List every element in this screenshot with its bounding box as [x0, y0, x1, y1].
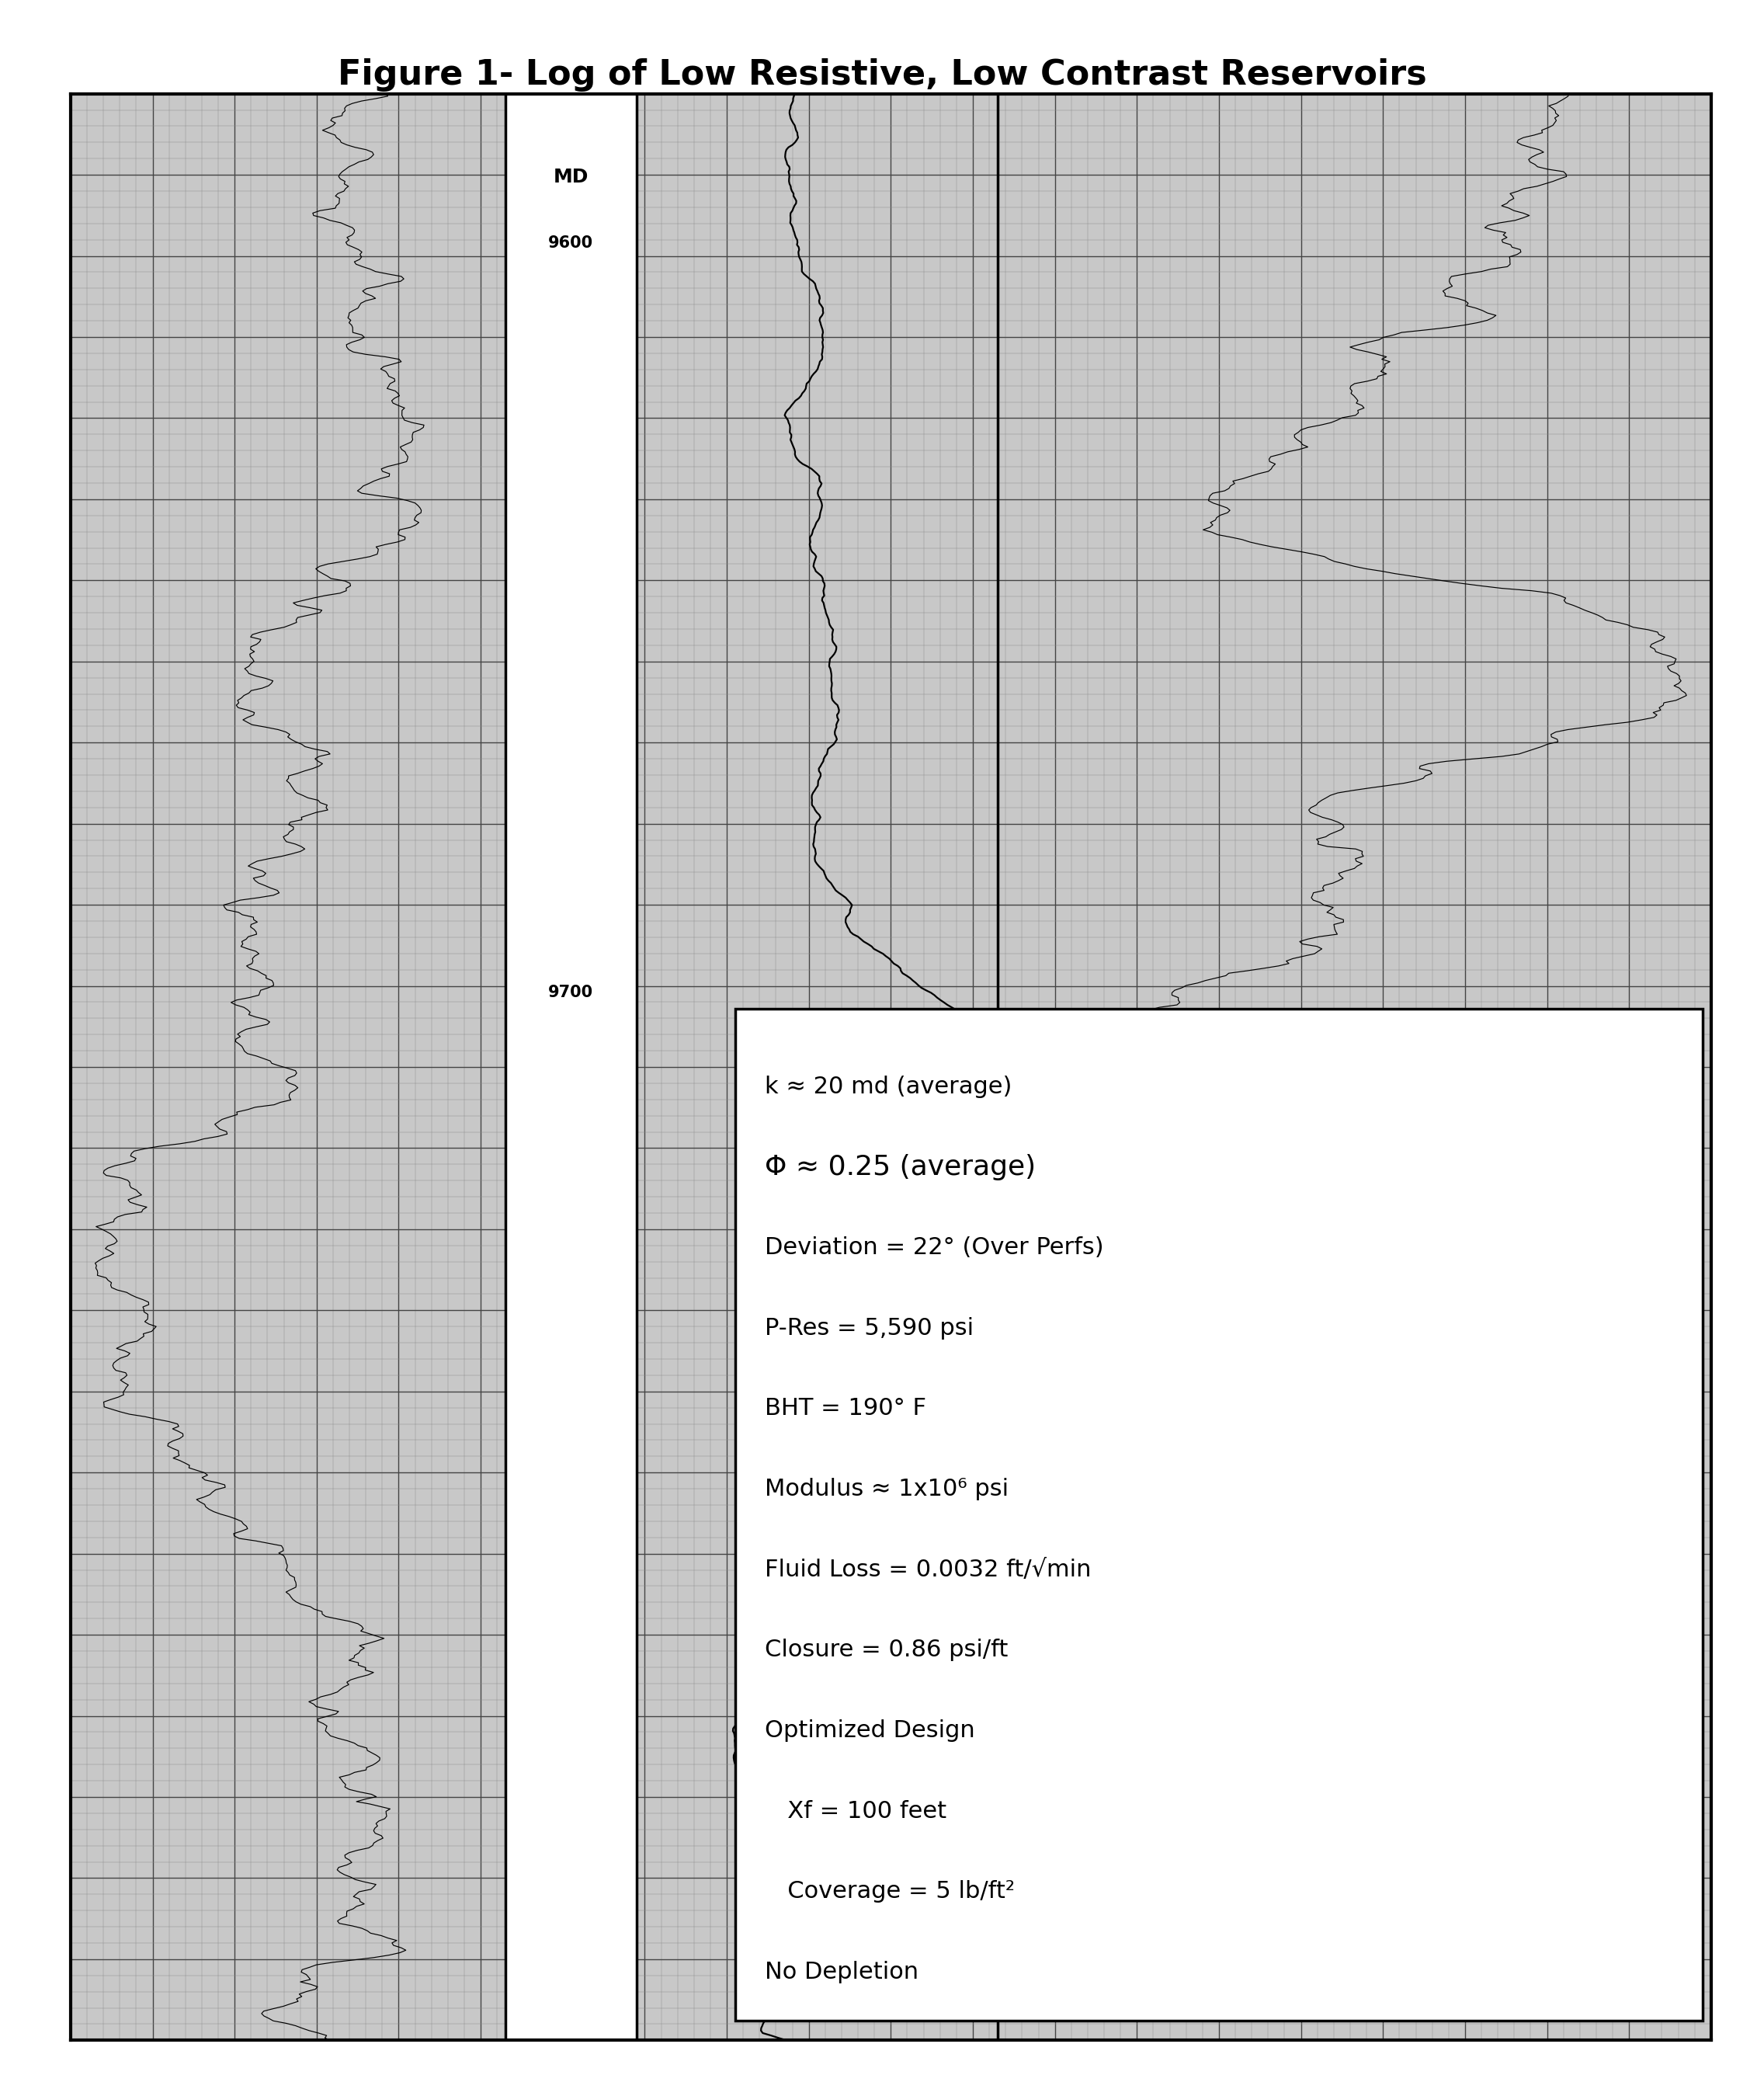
Text: 9700: 9700: [549, 985, 593, 999]
Text: Fluid Loss = 0.0032 ft/√min: Fluid Loss = 0.0032 ft/√min: [764, 1557, 1090, 1580]
Text: Modulus ≈ 1x10⁶ psi: Modulus ≈ 1x10⁶ psi: [764, 1478, 1009, 1501]
Bar: [736, 1008, 1702, 2022]
Text: 9600: 9600: [549, 235, 593, 252]
Text: Coverage = 5 lb/ft²: Coverage = 5 lb/ft²: [764, 1880, 1014, 1903]
Text: MD: MD: [554, 169, 589, 187]
Text: Deviation = 22° (Over Perfs): Deviation = 22° (Over Perfs): [764, 1237, 1104, 1260]
Text: Xf = 100 feet: Xf = 100 feet: [764, 1801, 946, 1822]
Text: Figure 1- Log of Low Resistive, Low Contrast Reservoirs: Figure 1- Log of Low Resistive, Low Cont…: [337, 58, 1427, 92]
Text: No Depletion: No Depletion: [764, 1961, 919, 1984]
Text: BHT = 190° F: BHT = 190° F: [764, 1397, 926, 1420]
Text: Closure = 0.86 psi/ft: Closure = 0.86 psi/ft: [764, 1639, 1007, 1661]
Text: Φ ≈ 0.25 (average): Φ ≈ 0.25 (average): [764, 1153, 1035, 1180]
Text: P-Res = 5,590 psi: P-Res = 5,590 psi: [764, 1316, 974, 1339]
Bar: [505, 94, 637, 2040]
Text: k ≈ 20 md (average): k ≈ 20 md (average): [764, 1074, 1013, 1097]
Text: Optimized Design: Optimized Design: [764, 1720, 975, 1743]
